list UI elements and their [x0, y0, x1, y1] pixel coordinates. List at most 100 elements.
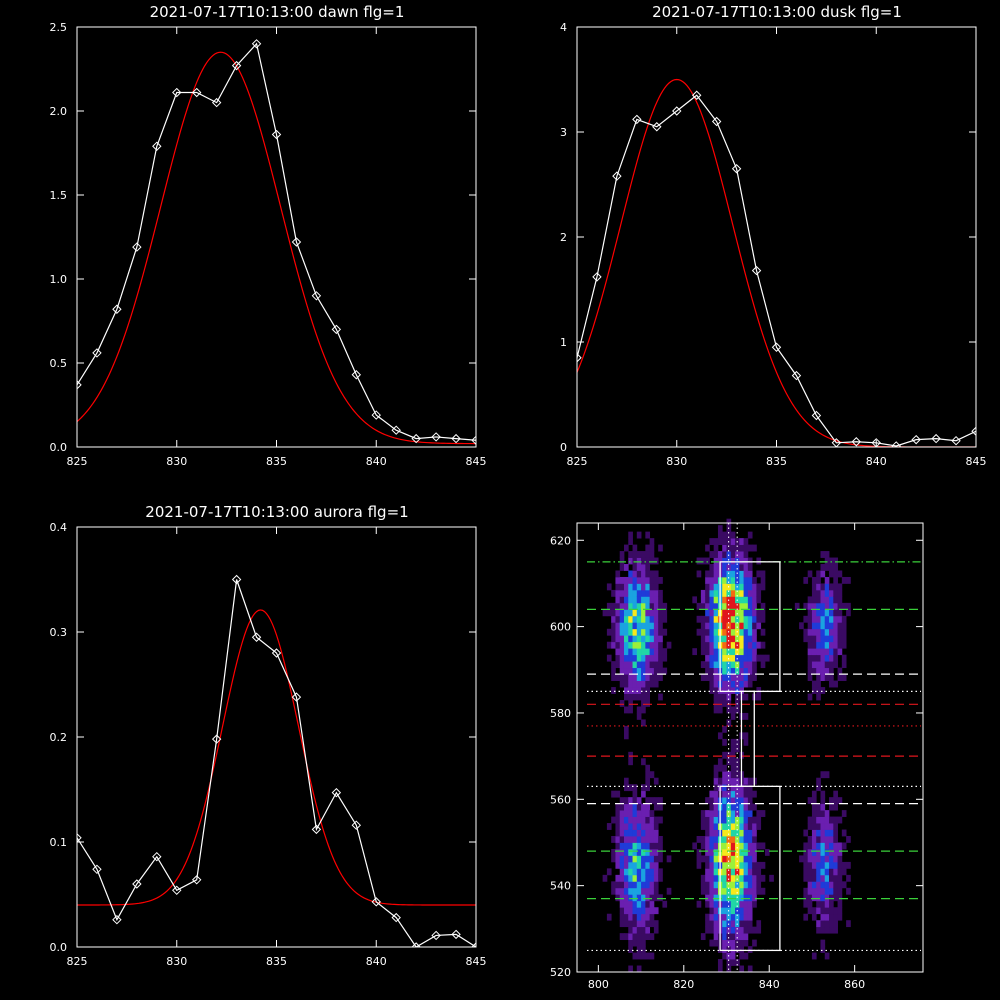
heatmap-cell: [658, 803, 663, 811]
heatmap-cell: [722, 816, 727, 824]
heatmap-cell: [628, 900, 633, 908]
heatmap-cell: [816, 622, 821, 630]
heatmap-cell: [799, 622, 804, 630]
heatmap-cell: [666, 641, 672, 649]
heatmap-cell: [739, 965, 744, 973]
heatmap-cell: [829, 816, 834, 824]
heatmap-cell: [743, 570, 749, 578]
heatmap-cell: [811, 803, 817, 811]
dawn-data-point: [391, 425, 401, 435]
heatmap-cell: [820, 635, 826, 643]
dusk-y-tick-label: 4: [560, 21, 567, 34]
heatmap-cell: [632, 952, 638, 960]
aurora-x-tick-label: 835: [266, 955, 287, 968]
heatmap-cell: [820, 602, 826, 610]
heatmap-cell: [756, 920, 762, 928]
heatmap-cell: [632, 544, 638, 552]
heatmap-cell: [628, 894, 633, 902]
heatmap-cell: [811, 816, 817, 824]
heatmap-cell: [717, 758, 723, 766]
heatmap-cell: [636, 557, 642, 565]
heatmap-cell: [803, 887, 809, 895]
heatmap-cell: [743, 732, 749, 740]
heatmap-cell: [611, 609, 616, 617]
heatmap-cell: [747, 531, 753, 539]
heatmap-cell: [752, 628, 757, 636]
heatmap-cell: [713, 803, 719, 811]
heatmap-cell: [739, 907, 744, 915]
heatmap-cell: [649, 900, 655, 908]
aurora-data-point: [211, 734, 222, 744]
heatmap-cell: [841, 868, 847, 876]
aurora-data-point: [251, 632, 262, 642]
heatmap-cell: [705, 797, 710, 805]
heatmap-cell: [641, 687, 646, 694]
heatmap-cell: [713, 706, 719, 714]
heatmap-cell: [645, 589, 651, 597]
heatmap-cell: [743, 907, 749, 915]
heatmap-cell: [623, 725, 629, 733]
heatmap-cell: [829, 894, 834, 902]
heatmap-cell: [820, 855, 826, 863]
heatmap-cell: [641, 868, 646, 876]
heatmap-cell: [709, 576, 715, 584]
heatmap-cell: [623, 687, 629, 694]
heatmap-cell: [623, 661, 629, 669]
heatmap-cell: [645, 900, 651, 908]
heatmap-cell: [739, 803, 744, 811]
aurora-data-point: [92, 864, 102, 875]
heatmap-cell: [760, 609, 766, 617]
heatmap-cell: [743, 823, 749, 830]
heatmap-cell: [747, 570, 753, 578]
heatmap-cell: [841, 674, 847, 681]
heatmap-cell: [623, 635, 629, 643]
heatmap-cell: [632, 648, 638, 656]
heatmap-cell: [824, 952, 830, 960]
heatmap-cell: [636, 920, 642, 928]
heatmap-cell: [709, 823, 715, 830]
heatmap-cell: [636, 881, 642, 889]
heatmap-cell: [833, 680, 838, 688]
heatmap-cell: [705, 667, 710, 675]
heatmap-cell: [824, 848, 830, 856]
heatmap-cell: [628, 680, 633, 688]
heatmap-cell: [641, 855, 646, 863]
heatmap-cell: [730, 810, 736, 817]
heatmap-cell: [623, 583, 629, 591]
heatmap-cell: [829, 836, 834, 843]
heatmap-cell: [623, 622, 629, 630]
heatmap-cell: [705, 842, 710, 850]
heatmap-cell: [705, 576, 710, 584]
heatmap-cell: [816, 777, 821, 785]
heatmap-cell: [760, 628, 766, 636]
heatmap-cell: [837, 596, 843, 604]
heatmap-cell: [807, 874, 813, 882]
heatmap-cell: [619, 816, 625, 824]
heatmap-cell: [641, 881, 646, 889]
heatmap-cell: [747, 797, 753, 805]
heatmap-cell: [653, 861, 659, 869]
heatmap-cell: [722, 881, 727, 889]
heatmap-cell: [811, 887, 817, 895]
heatmap-cell: [713, 544, 719, 552]
heatmap-cell: [619, 933, 625, 941]
heatmap-cell: [722, 855, 727, 863]
heatmap-cell: [760, 874, 766, 882]
heatmap-cell: [628, 797, 633, 805]
heatmap-cell: [816, 602, 821, 610]
heatmap-cell: [709, 913, 715, 921]
heatmap-cell: [824, 596, 830, 604]
heatmap-cell: [824, 661, 830, 669]
heatmap-cell: [705, 926, 710, 934]
heatmap-cell: [824, 622, 830, 630]
heatmap-cell: [628, 881, 633, 889]
heatmap-cell: [641, 842, 646, 850]
heatmap-cell: [756, 926, 762, 934]
dawn-y-tick-label: 0.5: [50, 357, 68, 370]
heatmap-cell: [653, 803, 659, 811]
heatmap-cell: [623, 881, 629, 889]
heatmap-cell: [632, 654, 638, 662]
heatmap-cell: [705, 641, 710, 649]
heatmap-cell: [743, 693, 749, 701]
heatmap-cell: [628, 538, 633, 545]
